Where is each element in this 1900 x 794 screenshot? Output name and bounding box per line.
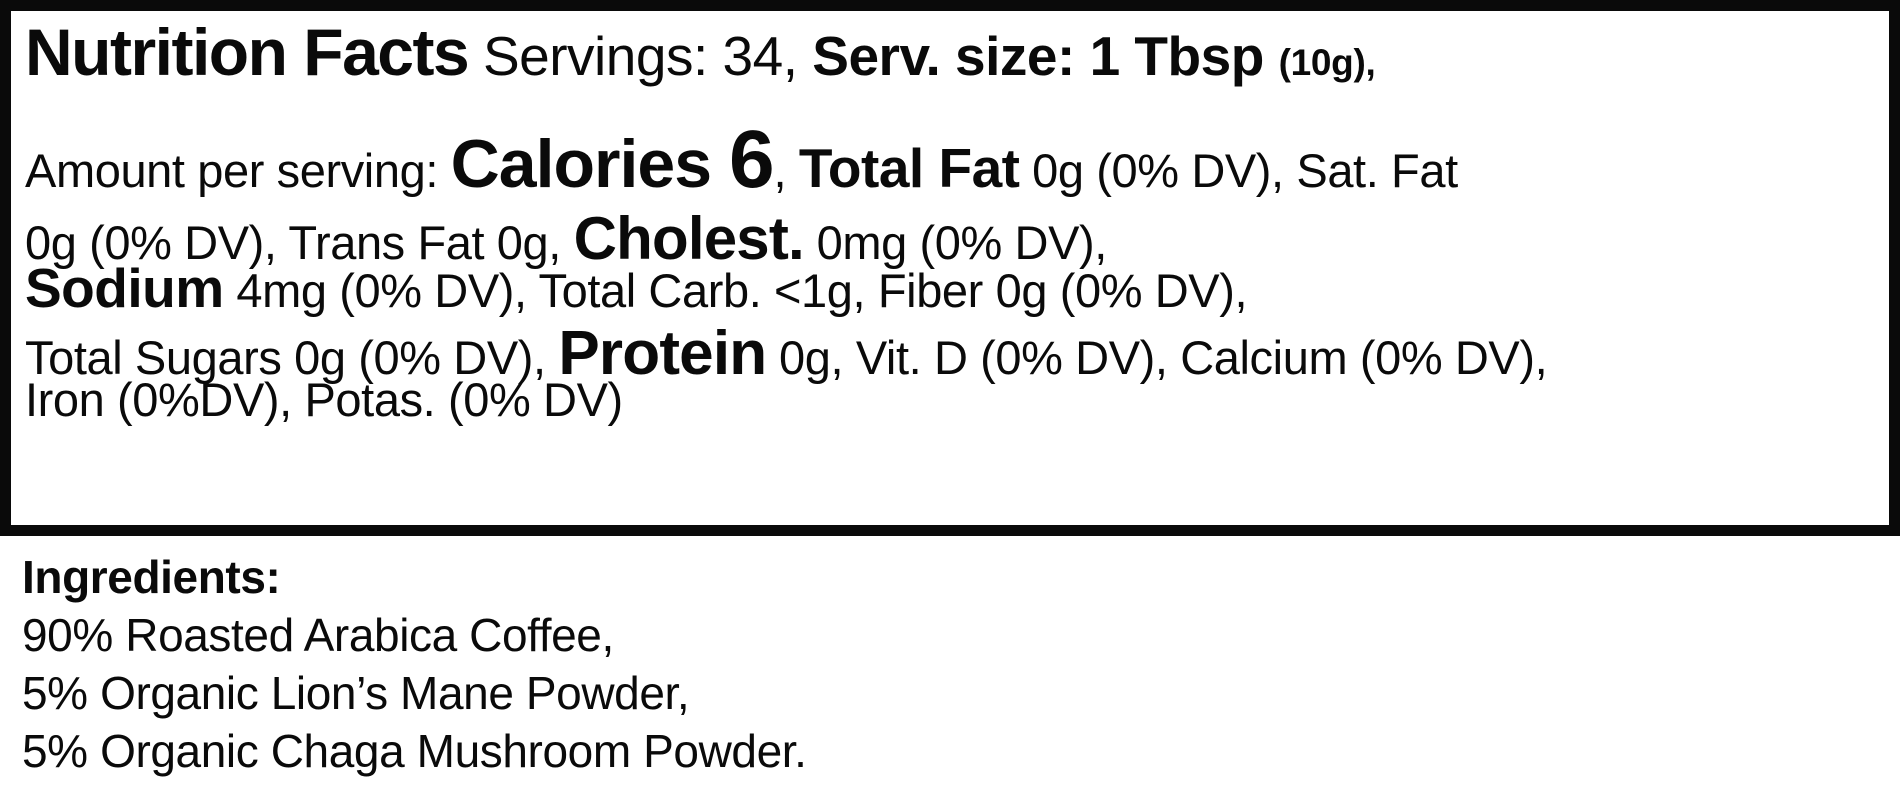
sodium-label: Sodium	[25, 257, 224, 319]
cholesterol-line: 0g (0% DV), Trans Fat 0g, Cholest. 0mg (…	[25, 209, 1107, 269]
ingredients-block: Ingredients: 90% Roasted Arabica Coffee,…	[22, 548, 1522, 780]
page-title: Nutrition Facts	[25, 15, 470, 89]
cholesterol-value: 0mg (0% DV),	[816, 216, 1108, 269]
nutrition-facts-content: Nutrition Facts Servings: 34, Serv. size…	[25, 11, 1883, 525]
ingredients-heading: Ingredients:	[22, 551, 281, 603]
calories-label: Calories	[450, 126, 712, 202]
calories-comma: ,	[773, 144, 787, 197]
minerals-line: Iron (0%DV), Potas. (0% DV)	[25, 376, 623, 423]
servings-value: Servings: 34,	[482, 25, 798, 87]
sodium-value: 4mg (0% DV), Total Carb. <1g, Fiber 0g (…	[236, 264, 1248, 317]
spacer-5	[711, 126, 729, 202]
spacer-1	[468, 25, 483, 87]
protein-line: Total Sugars 0g (0% DV), Protein 0g, Vit…	[25, 323, 1548, 385]
spacer-4	[438, 144, 451, 197]
calories-value: 6	[728, 114, 775, 205]
protein-value: 0g, Vit. D (0% DV), Calcium (0% DV),	[779, 331, 1548, 384]
spacer-2	[797, 25, 812, 87]
amount-per-serving-label: Amount per serving:	[25, 144, 438, 197]
sat-fat-value: 0g (0% DV), Trans Fat 0g,	[25, 216, 561, 269]
minerals-value: Iron (0%DV), Potas. (0% DV)	[25, 373, 623, 426]
ingredient-item: 5% Organic Chaga Mushroom Powder.	[22, 725, 807, 777]
cholesterol-label: Cholest.	[573, 205, 805, 272]
nutrition-header-line: Nutrition Facts Servings: 34, Serv. size…	[25, 19, 1376, 87]
total-fat-label: Total Fat	[798, 137, 1020, 199]
spacer-10	[224, 264, 237, 317]
serving-size-value: Serv. size: 1 Tbsp	[812, 25, 1264, 87]
total-sugars-value: Total Sugars 0g (0% DV),	[25, 331, 546, 384]
sodium-line: Sodium 4mg (0% DV), Total Carb. <1g, Fib…	[25, 261, 1248, 317]
spacer-6	[786, 144, 799, 197]
serving-size-grams: (10g),	[1278, 42, 1376, 83]
nutrition-facts-panel: Nutrition Facts Servings: 34, Serv. size…	[0, 0, 1900, 536]
spacer-3	[1264, 25, 1279, 87]
protein-label: Protein	[558, 319, 767, 388]
total-fat-value: 0g (0% DV), Sat. Fat	[1032, 144, 1458, 197]
calories-line: Amount per serving: Calories 6, Total Fa…	[25, 119, 1458, 201]
ingredient-item: 90% Roasted Arabica Coffee,	[22, 609, 614, 661]
spacer-12	[766, 331, 779, 384]
spacer-7	[1019, 144, 1032, 197]
ingredient-item: 5% Organic Lion’s Mane Powder,	[22, 667, 690, 719]
